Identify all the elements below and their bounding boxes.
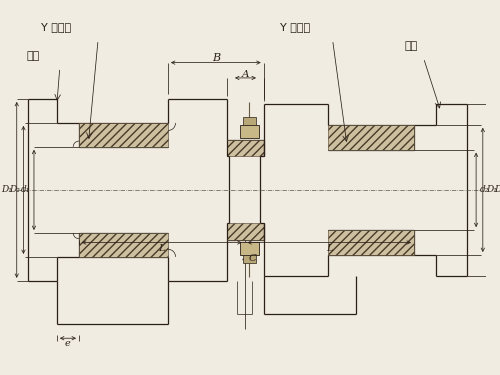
Text: d₂: d₂ [480, 185, 490, 194]
Text: Y 型轴孔: Y 型轴孔 [280, 22, 310, 32]
Bar [242, 255, 256, 262]
Text: B: B [212, 53, 220, 63]
Text: D: D [494, 185, 500, 194]
Text: D₂: D₂ [8, 185, 20, 194]
Bar [328, 125, 414, 150]
Text: Y 型轴孔: Y 型轴孔 [40, 22, 71, 32]
Text: D₁: D₁ [486, 185, 498, 194]
Bar [328, 230, 414, 255]
Text: 标志: 标志 [26, 51, 40, 61]
Text: C: C [248, 254, 256, 263]
Bar [240, 125, 259, 138]
Bar [228, 140, 264, 156]
Text: D₁: D₁ [1, 185, 12, 194]
Text: 标志: 标志 [404, 41, 417, 51]
Text: A: A [242, 70, 249, 79]
Text: L: L [326, 244, 332, 253]
Bar [228, 224, 264, 240]
Bar [79, 233, 168, 257]
Text: e: e [65, 339, 71, 348]
Bar [79, 123, 168, 147]
Bar [240, 242, 259, 255]
Text: d₁: d₁ [21, 185, 30, 194]
Bar [242, 117, 256, 125]
Text: L: L [158, 244, 165, 253]
